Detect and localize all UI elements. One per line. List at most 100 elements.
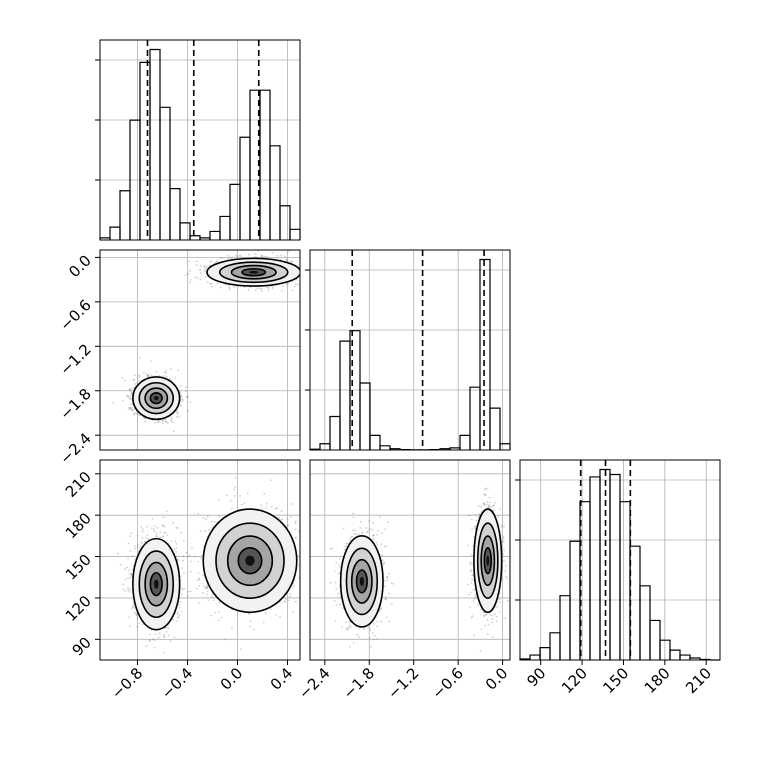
scatter-point	[147, 374, 150, 377]
histogram-bar	[639, 585, 651, 660]
scatter-point	[211, 285, 214, 288]
scatter-point	[133, 413, 135, 415]
scatter-point	[128, 397, 131, 400]
scatter-point	[187, 395, 190, 398]
scatter-point	[122, 588, 125, 591]
scatter-point	[228, 288, 231, 291]
scatter-point	[129, 535, 132, 537]
scatter-point	[130, 532, 132, 534]
scatter-point	[221, 257, 224, 259]
scatter-point	[163, 636, 166, 639]
scatter-point	[138, 374, 141, 377]
histogram-bar	[489, 407, 501, 450]
histogram-bar	[529, 654, 541, 660]
scatter-point	[254, 289, 257, 292]
scatter-point	[203, 265, 206, 267]
grid-lines	[520, 460, 720, 660]
scatter-point	[130, 408, 133, 410]
scatter-point	[291, 260, 293, 262]
scatter-point	[301, 274, 303, 276]
scatter-point	[128, 572, 131, 575]
scatter-point	[177, 559, 179, 562]
histogram-bar	[289, 228, 301, 240]
scatter-point	[295, 278, 298, 281]
scatter-point	[265, 255, 268, 258]
scatter-point	[173, 548, 176, 551]
histogram-bar	[619, 501, 631, 660]
scatter-point	[156, 526, 159, 529]
scatter-point	[141, 623, 144, 626]
scatter-point	[235, 254, 238, 257]
density-contour	[149, 571, 163, 597]
density-contour	[206, 257, 300, 287]
scatter-point	[267, 288, 270, 291]
scatter-point	[218, 257, 221, 260]
histogram-bar	[189, 235, 201, 240]
scatter-point	[144, 540, 146, 543]
scatter-point	[199, 530, 202, 532]
histogram-bar	[279, 205, 291, 240]
scatter-point	[186, 395, 189, 398]
scatter-point	[300, 276, 302, 278]
scatter-point	[183, 540, 185, 542]
scatter-point	[161, 422, 164, 425]
scatter-point	[228, 256, 231, 259]
histogram-bar	[109, 226, 121, 240]
scatter-point	[161, 419, 164, 422]
scatter-point	[138, 547, 141, 550]
panel-frame	[99, 39, 301, 241]
scatter-point	[138, 380, 140, 382]
scatter-point	[179, 400, 182, 403]
scatter-point	[147, 538, 150, 540]
scatter-point	[141, 537, 144, 539]
scatter-point	[124, 578, 127, 581]
scatter-point	[247, 288, 250, 291]
scatter-point	[127, 395, 130, 397]
scatter-point	[183, 572, 185, 575]
scatter-point	[304, 275, 306, 277]
scatter-point	[128, 406, 131, 409]
scatter-point	[176, 527, 179, 529]
scatter-point	[127, 586, 129, 589]
scatter-point	[143, 371, 145, 374]
scatter-point	[181, 593, 183, 596]
scatter-point	[277, 255, 279, 257]
scatter-point	[127, 557, 129, 560]
scatter-point	[154, 525, 157, 528]
scatter-point	[129, 550, 132, 553]
scatter-point	[138, 376, 141, 378]
scatter-point	[127, 589, 130, 592]
scatter-point	[166, 510, 169, 513]
scatter-point	[166, 534, 169, 536]
scatter-point	[170, 416, 173, 419]
scatter-point	[159, 531, 162, 533]
scatter-point	[180, 395, 183, 398]
scatter-point	[150, 527, 153, 530]
scatter-point	[260, 290, 263, 292]
scatter-point	[136, 617, 139, 620]
scatter-point	[302, 267, 304, 269]
scatter-point	[285, 283, 288, 286]
scatter-point	[123, 379, 126, 382]
histogram-bar	[119, 190, 131, 240]
scatter-point	[148, 373, 150, 376]
histogram-bar	[459, 434, 471, 450]
scatter-point	[155, 532, 158, 535]
scatter-point	[124, 590, 126, 592]
scatter-point	[188, 260, 191, 263]
histogram-panel-3	[515, 459, 721, 661]
scatter-point	[135, 613, 138, 616]
scatter-point	[184, 274, 187, 277]
scatter-point	[195, 264, 198, 266]
scatter-point	[162, 375, 165, 377]
scatter-point	[176, 613, 179, 615]
scatter-point	[127, 542, 130, 545]
scatter-point	[259, 287, 261, 290]
scatter-point	[260, 254, 263, 257]
density-contour	[144, 561, 169, 607]
scatter-point	[182, 555, 185, 558]
scatter-point	[216, 260, 219, 263]
scatter-point	[162, 635, 165, 637]
scatter-point	[167, 634, 170, 637]
histogram-bar	[259, 89, 271, 240]
